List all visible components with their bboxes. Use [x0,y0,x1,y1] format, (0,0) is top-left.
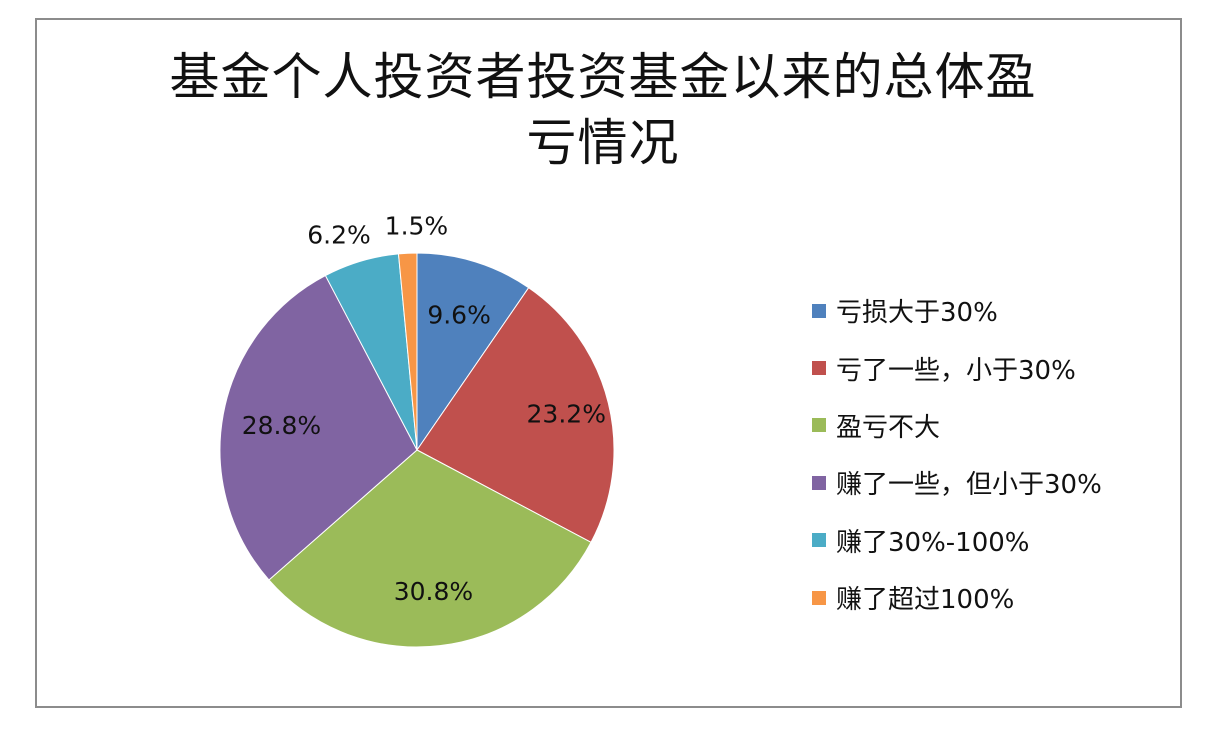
legend-item: 盈亏不大 [812,397,1102,454]
pie-slice-label: 28.8% [242,411,321,440]
legend-label: 赚了一些，但小于30% [836,470,1102,501]
pie-slice-label: 6.2% [307,221,371,250]
chart-title: 基金个人投资者投资基金以来的总体盈 亏情况 [0,44,1206,176]
legend-swatch [812,533,826,548]
legend-label: 盈亏不大 [836,412,941,443]
pie-slice-label: 23.2% [527,399,606,428]
legend-item: 赚了一些，但小于30% [812,454,1102,511]
chart-frame [35,18,1182,708]
legend-label: 赚了30%-100% [836,527,1030,558]
chart-title-line-2: 亏情况 [526,114,680,172]
pie-slice [416,252,530,452]
legend-label: 亏了一些，小于30% [836,355,1076,386]
legend-swatch [812,418,826,433]
legend-item: 亏了一些，小于30% [812,339,1102,396]
legend-label: 赚了超过100% [836,585,1015,616]
legend-swatch [812,303,826,318]
legend-item: 亏损大于30% [812,282,1102,339]
legend-swatch [812,475,826,490]
legend-swatch [812,361,826,376]
pie-slice-label: 30.8% [394,577,473,606]
legend-label: 亏损大于30% [836,298,998,329]
chart-title-line-1: 基金个人投资者投资基金以来的总体盈 [169,48,1037,106]
pie-slice [219,274,418,581]
legend-item: 赚了超过100% [812,569,1102,626]
legend-item: 赚了30%-100% [812,512,1102,569]
pie-slice [268,449,592,648]
pie-slice-label: 9.6% [427,301,491,330]
pie-slice [397,252,418,451]
pie-slice-label: 1.5% [385,212,449,241]
pie-slice [416,287,615,544]
legend: 亏损大于30% 亏了一些，小于30% 盈亏不大 赚了一些，但小于30% 赚了30… [812,282,1102,626]
legend-swatch [812,590,826,605]
